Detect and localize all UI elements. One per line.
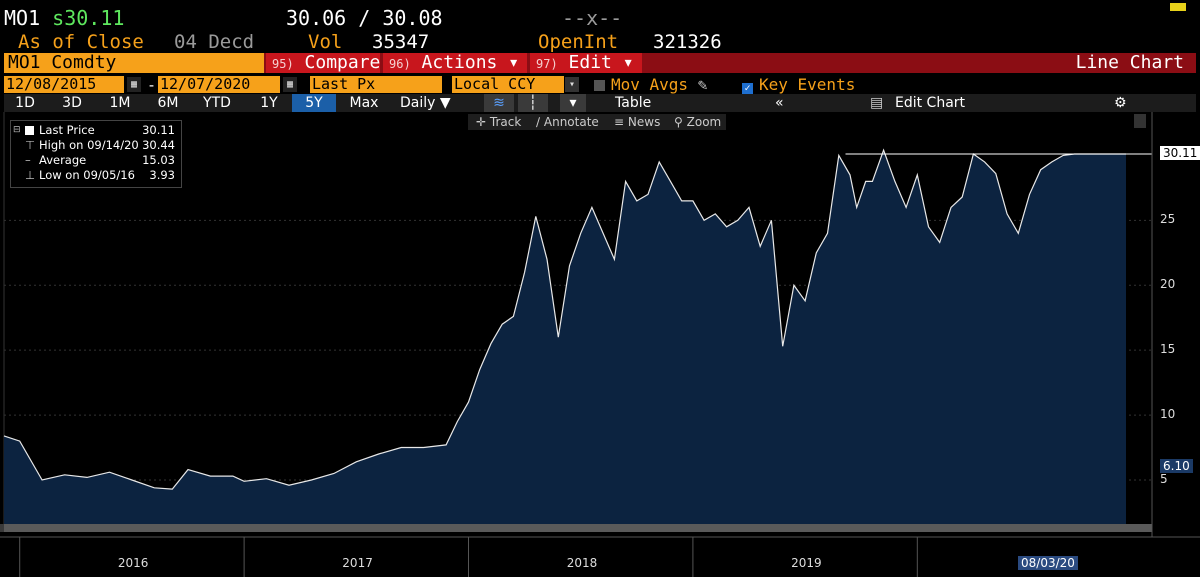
as-of-label: As of Close [18,31,144,53]
bar-chart-icon[interactable]: ┆ [518,94,548,112]
range-6m[interactable]: 6M [157,95,179,111]
zoom-tool[interactable]: ⚲ Zoom [674,115,722,129]
date-separator: - [147,76,157,94]
line-chart-icon[interactable]: ≋ [484,94,514,112]
scrollbar-thumb[interactable] [4,524,1152,532]
openint-value: 321326 [653,31,722,53]
legend-row-average: – Average 15.03 [25,153,175,167]
low-marker-icon: ⊥ [25,168,36,182]
calendar-icon[interactable]: ▦ [283,77,297,92]
security-input[interactable]: MO1 Comdty [4,53,264,73]
average-marker-icon: – [25,153,31,167]
edit-chart-button[interactable]: Edit Chart [895,95,966,111]
calendar-icon[interactable]: ▦ [127,77,141,92]
range-1d[interactable]: 1D [15,95,35,111]
key-events-toggle[interactable]: ✓ Key Events [742,75,855,94]
gear-icon[interactable]: ⚙ [1114,95,1127,111]
last-price: 30.11 [64,6,125,30]
high-marker-icon: ⊤ [25,138,36,152]
crosshair-icon: ✛ [476,115,487,129]
table-button[interactable]: Table [615,95,652,111]
range-1y[interactable]: 1Y [260,95,278,111]
x-tick-label: 2019 [791,556,822,570]
x-axis-ticks [19,537,918,577]
as-of-date: 04 Decd [174,31,255,53]
range-5y[interactable]: 5Y [292,94,336,112]
y-tick-label: 25 [1160,212,1176,227]
change: --x-- [562,6,623,30]
series-color-swatch [25,126,34,135]
vol-value: 35347 [372,31,430,53]
ticker: MO1 s30.11 [4,6,124,30]
legend-row-low: ⊥ Low on 09/05/16 3.93 [25,168,175,182]
x-tick-label: 2018 [566,556,598,570]
chart-canvas[interactable] [0,112,1200,577]
range-3d[interactable]: 3D [62,95,82,111]
end-date-field[interactable]: 12/07/2020 [158,76,280,93]
series-area [4,150,1126,524]
chart-type-title: Line Chart [1075,52,1184,73]
checkbox-icon[interactable] [594,80,605,91]
annotate-tool[interactable]: ∕ Annotate [536,115,599,129]
bid-ask: 30.06 / 30.08 [286,6,443,30]
news-tool[interactable]: ≡ News [614,115,661,129]
chart-legend[interactable]: ⊟ Last Price 30.11 ⊤ High on 09/14/20 30.4… [10,120,182,188]
collapse-box-icon[interactable]: ⊟ [13,125,21,135]
chart-tools [468,114,726,130]
checkbox-checked-icon[interactable]: ✓ [742,83,753,94]
track-tool[interactable]: ✛ Track [476,115,522,129]
range-1m[interactable]: 1M [109,95,131,111]
openint-label: OpenInt [538,31,619,53]
y-tick-label: 20 [1160,277,1176,292]
y-tick-label: 15 [1160,342,1176,357]
x-cursor-label: 08/03/20 [1018,556,1078,570]
range-ytd[interactable]: YTD [203,95,231,111]
vol-label: Vol [308,31,343,53]
last-price-label: 30.11 [1160,146,1200,160]
chevron-down-icon[interactable]: ▾ [565,77,579,92]
pencil-icon: ∕ [536,115,541,129]
legend-row-last-price: ⊟ Last Price 30.11 [13,123,175,137]
legend-row-high: ⊤ High on 09/14/20 30.44 [25,138,175,152]
edit-chart-icon[interactable]: ▤ [870,95,884,111]
series-line [3,148,1126,490]
mov-avgs-toggle[interactable]: Mov Avgs ✎ [594,75,707,94]
ticker-symbol: MO1 [4,6,41,30]
range-max[interactable]: Max [349,95,379,111]
alert-indicator [1170,3,1186,11]
y-tick-label: 10 [1160,407,1176,422]
period-select[interactable]: Daily ▼ [400,95,451,111]
magnifier-icon: ⚲ [674,115,683,129]
collapse-icon[interactable]: « [775,95,784,111]
news-icon: ≡ [614,115,625,129]
y-tick-label: 5 [1160,472,1168,486]
price-field-select[interactable]: Last Px [310,76,442,93]
currency-select[interactable]: Local CCY [452,76,564,93]
pencil-icon[interactable]: ✎ [697,75,708,94]
compare-button[interactable]: 95) Compare [266,53,380,73]
last-price-prefix: s [52,6,65,30]
marker-price-label: 6.10 [1160,459,1193,473]
scroll-arrows-icon[interactable] [1134,114,1146,128]
edit-button[interactable]: 97) Edit ▾ [530,53,642,73]
x-tick-label: 2017 [342,556,373,570]
start-date-field[interactable]: 12/08/2015 [4,76,124,93]
actions-button[interactable]: 96) Actions ▾ [383,53,527,73]
chevron-down-icon[interactable]: ▾ [560,94,586,112]
x-tick-label: 2016 [117,556,149,570]
